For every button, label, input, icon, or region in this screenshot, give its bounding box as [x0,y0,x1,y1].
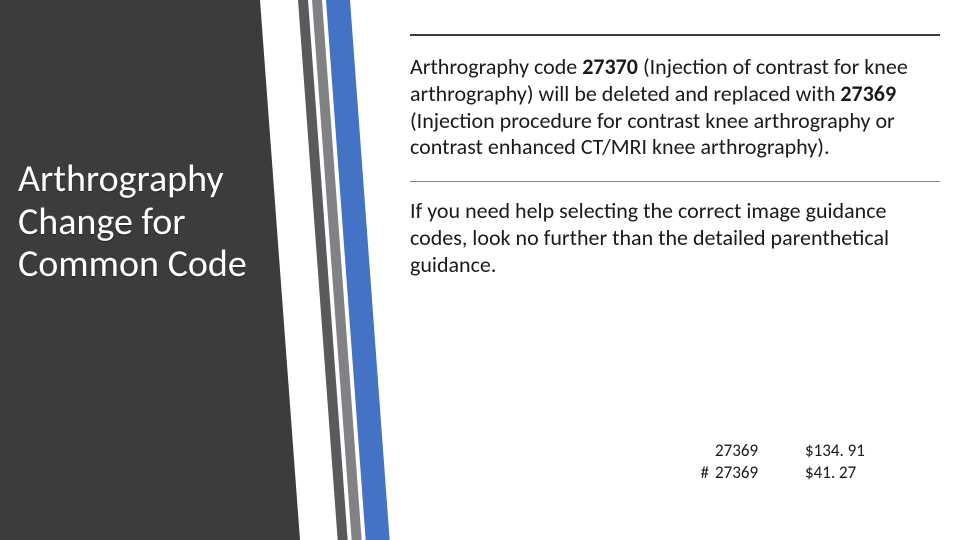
hash-cell: # [695,462,715,484]
p1-text-c: (Injection procedure for contrast knee a… [410,107,895,161]
price-cell: $41. 27 [805,462,895,484]
table-row: 27369 $134. 91 [695,440,935,462]
p1-text-a: Arthrography code [410,53,582,80]
table-row: # 27369 $41. 27 [695,462,935,484]
divider-mid [410,181,940,182]
code-cell: 27369 [715,462,805,484]
code-cell: 27369 [715,440,805,462]
code-old: 27370 [582,53,638,80]
codes-table: 27369 $134. 91 # 27369 $41. 27 [695,440,935,484]
content-area: Arthrography code 27370 (Injection of co… [410,34,940,299]
paragraph-2: If you need help selecting the correct i… [410,198,940,278]
divider-top [410,34,940,36]
slide: Arthrography Change for Common Code Arth… [0,0,960,540]
price-cell: $134. 91 [805,440,895,462]
code-new: 27369 [840,80,896,107]
slide-title: Arthrography Change for Common Code [18,158,278,286]
hash-cell [695,440,715,462]
paragraph-1: Arthrography code 27370 (Injection of co… [410,54,940,161]
